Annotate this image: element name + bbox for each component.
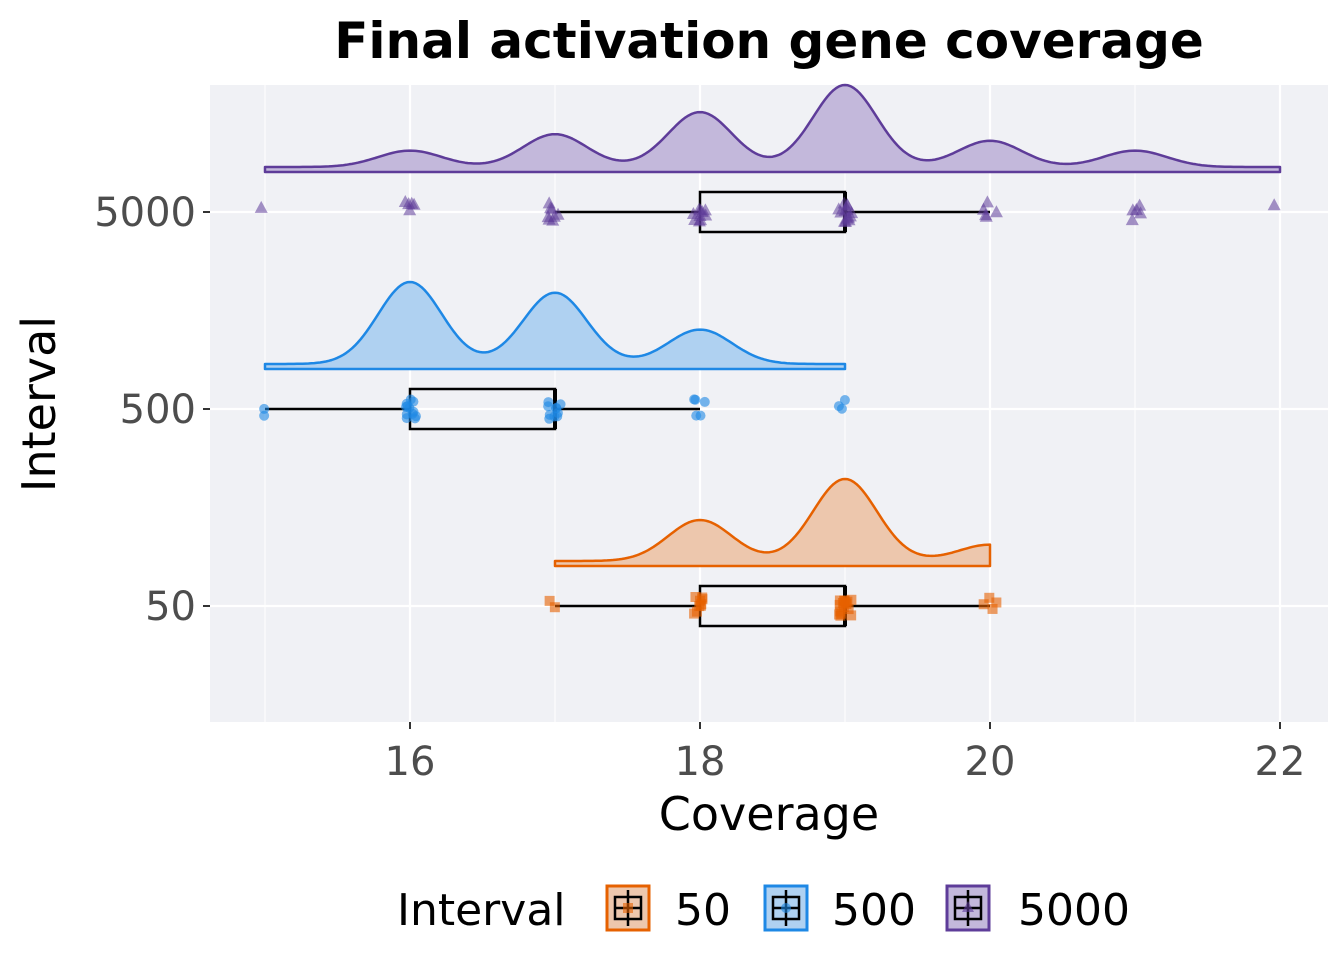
point xyxy=(836,608,847,619)
point xyxy=(695,410,706,421)
x-tick-label: 20 xyxy=(965,739,1016,785)
point xyxy=(542,212,556,225)
legend-key-marker xyxy=(623,903,633,913)
y-tick-label: 500 xyxy=(120,387,196,433)
point xyxy=(841,599,852,610)
point xyxy=(689,394,700,405)
point xyxy=(833,401,844,412)
point xyxy=(1126,203,1140,216)
point xyxy=(690,592,701,603)
point xyxy=(987,603,998,614)
point xyxy=(839,395,850,406)
y-tick-label: 5000 xyxy=(94,190,196,236)
point xyxy=(555,399,566,410)
point xyxy=(840,198,854,211)
x-tick-label: 18 xyxy=(675,739,726,785)
point xyxy=(401,401,412,412)
legend-label-500: 500 xyxy=(832,885,916,936)
x-axis: 16 18 20 22 xyxy=(385,722,1306,785)
point xyxy=(984,592,995,603)
density-cloud-50 xyxy=(553,477,992,568)
point xyxy=(1267,198,1281,211)
point xyxy=(403,203,417,216)
x-tick-label: 22 xyxy=(1255,739,1306,785)
y-tick-label: 50 xyxy=(145,584,196,630)
point xyxy=(697,594,708,605)
point xyxy=(1133,198,1147,211)
y-axis: 50 500 5000 xyxy=(94,190,210,630)
point xyxy=(544,595,555,606)
legend-key-marker xyxy=(962,901,974,912)
point xyxy=(843,209,857,222)
density-clouds xyxy=(263,83,1282,568)
x-tick-label: 16 xyxy=(385,739,436,785)
point xyxy=(695,600,706,611)
density-cloud-500 xyxy=(263,280,847,371)
point xyxy=(834,595,845,606)
point xyxy=(846,610,857,621)
legend-label-50: 50 xyxy=(675,885,731,936)
point xyxy=(259,410,270,421)
point xyxy=(691,606,702,617)
point xyxy=(544,409,555,420)
point xyxy=(979,209,993,222)
point xyxy=(693,209,707,222)
point xyxy=(552,411,563,422)
point xyxy=(259,403,270,414)
point xyxy=(834,205,848,218)
point xyxy=(838,214,852,227)
legend-title: Interval xyxy=(397,885,566,936)
point xyxy=(699,396,710,407)
point xyxy=(254,200,268,213)
legend-label-5000: 5000 xyxy=(1018,885,1130,936)
point xyxy=(543,397,554,408)
x-axis-title: Coverage xyxy=(659,787,879,841)
point xyxy=(843,604,854,615)
point xyxy=(1134,206,1148,219)
density-cloud-5000 xyxy=(263,83,1282,174)
point xyxy=(549,602,560,613)
y-axis-title: Interval xyxy=(12,316,66,492)
point xyxy=(978,599,989,610)
legend: Interval 50 500 5000 xyxy=(397,884,1130,936)
point xyxy=(991,597,1002,608)
point xyxy=(1125,213,1139,226)
point xyxy=(989,205,1003,218)
point xyxy=(402,197,416,210)
point xyxy=(551,207,565,220)
chart-title: Final activation gene coverage xyxy=(334,12,1204,70)
point xyxy=(698,203,712,216)
jitter-points xyxy=(254,195,1281,621)
point xyxy=(544,201,558,214)
point xyxy=(401,413,412,424)
legend-key-marker xyxy=(781,903,791,913)
